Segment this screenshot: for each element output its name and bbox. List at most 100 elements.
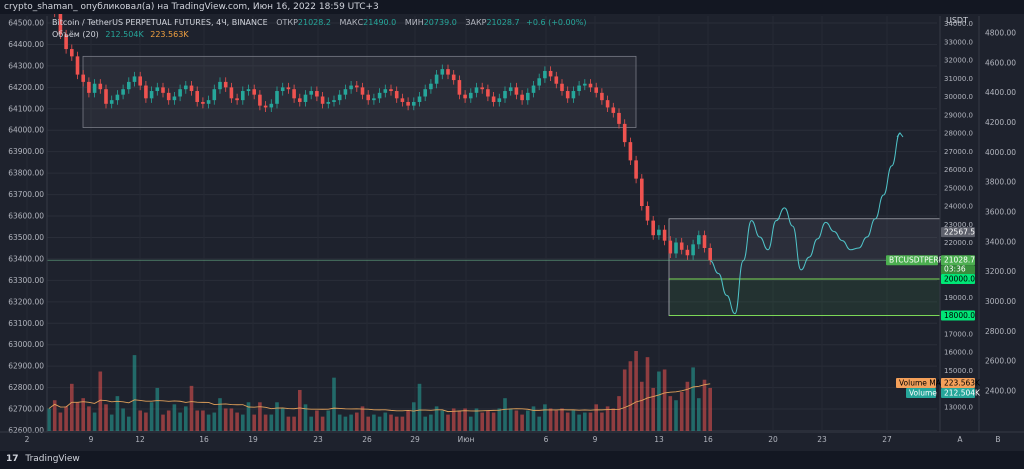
candle-body (400, 98, 405, 102)
candle-body (127, 81, 131, 90)
volume-bar (246, 402, 251, 431)
volume-bar (474, 408, 479, 431)
chart-area[interactable]: 64500.00 64400.00 64300.00 64200.00 64100.00… (0, 14, 1024, 444)
tradingview-logo-icon[interactable]: 𝟭𝟳 (6, 454, 19, 464)
candle-body (166, 92, 171, 101)
candle-body (417, 96, 422, 102)
price-axis-label: 31000.0 (944, 75, 973, 83)
grid (26, 16, 937, 432)
candle-body (104, 89, 108, 104)
volume-bar (394, 416, 399, 431)
candle-body (531, 85, 536, 93)
chart-svg[interactable]: 64500.0064400.0064300.0064200.0064100.00… (0, 14, 1024, 451)
badge-vma-label: Volume MA (899, 379, 942, 388)
right-axis-label: 3800.00 (985, 178, 1016, 187)
volume-bar (679, 392, 684, 431)
candle-body (469, 92, 473, 99)
volume-bar (508, 408, 513, 431)
candle-body (184, 85, 188, 90)
volume-bar (417, 383, 422, 431)
volume-bar (440, 410, 445, 431)
candle-body (651, 220, 655, 236)
right-axis-label: 3200.00 (985, 267, 1016, 276)
currency-label: USDT (946, 16, 968, 25)
candle-body (617, 112, 621, 124)
volume-bar (406, 410, 410, 431)
badge-vol-value: 212.504K (944, 389, 981, 398)
volume-bar (349, 414, 353, 431)
left-axis-label: 64500.00 (8, 19, 44, 28)
candle-body (206, 100, 211, 104)
projection-path (710, 132, 904, 315)
candle-body (70, 49, 74, 57)
candles (54, 14, 712, 265)
volume-bar (189, 385, 194, 431)
candle-body (189, 85, 194, 92)
x-axis-label-b: B (995, 435, 1000, 444)
x-axis-label: 23 (817, 435, 827, 444)
volume-bar (275, 402, 279, 431)
candle-body (81, 74, 85, 82)
candle-body (121, 89, 125, 95)
candle-body (275, 91, 279, 104)
volume-bar (252, 414, 256, 431)
volume-bar (685, 381, 690, 431)
symbol-title[interactable]: Bitcoin / TetherUS PERPETUAL FUTURES, 4Ч… (52, 18, 268, 27)
candle-body (303, 94, 308, 102)
volume-bar (315, 410, 319, 431)
x-axis-label: 13 (654, 435, 664, 444)
volume-bar (195, 410, 199, 431)
price-axis-label: 25000.0 (944, 184, 973, 192)
badge-vma-value-bg (941, 378, 975, 388)
price-axis-label: 32000.0 (944, 57, 973, 65)
candle-body (657, 229, 661, 236)
candle-body (474, 87, 479, 93)
right-axis-label: 3400.00 (985, 237, 1016, 246)
badge-symbol-bg (886, 255, 938, 266)
volume-bar (560, 408, 564, 431)
volume-bar (565, 412, 570, 431)
volume-bar (531, 406, 536, 431)
price-axis-label: 19000.0 (944, 294, 973, 302)
high-value: 21490.0 (363, 18, 397, 27)
volume-bar (543, 404, 547, 431)
candle-body (702, 235, 707, 248)
candle-body (309, 91, 313, 95)
volume-label[interactable]: Объём (20) (52, 30, 99, 39)
candle-body (161, 87, 165, 93)
candle-body (326, 101, 331, 104)
volume-bar (451, 408, 456, 431)
x-axis-label-a: A (957, 435, 963, 444)
candle-body (258, 94, 262, 106)
volume-bar (70, 383, 74, 431)
left-axis-label: 62800.00 (8, 383, 44, 392)
candle-body (440, 69, 445, 75)
candle-body (263, 105, 268, 108)
close-value: 21028.7 (486, 18, 520, 27)
volume-bar (64, 406, 68, 431)
volume-bar (115, 396, 120, 431)
candle-body (446, 69, 450, 75)
x-axis-label: 27 (882, 435, 892, 444)
footer-brand[interactable]: TradingView (25, 454, 80, 464)
candle-body (87, 81, 91, 93)
left-axis-label: 63000.00 (8, 340, 44, 349)
candle-body (497, 98, 502, 102)
volume-bar (98, 371, 103, 431)
volume-bar (144, 412, 148, 431)
candle-body (383, 89, 388, 93)
candle-body (691, 244, 695, 256)
volume-bar (622, 369, 627, 431)
candle-body (480, 87, 484, 90)
volume-bar (298, 389, 302, 431)
candle-body (366, 94, 370, 101)
price-axis-label: 28000.0 (944, 130, 973, 138)
candle-body (588, 83, 593, 88)
right-axis-label: 4400.00 (985, 88, 1016, 97)
badge-vma-label-bg (896, 378, 936, 388)
volume-bar (206, 414, 211, 431)
low-value: 20739.0 (423, 18, 457, 27)
volume-bar (640, 381, 644, 431)
left-axis-label: 64300.00 (8, 61, 44, 70)
x-axis-label: 20 (768, 435, 778, 444)
